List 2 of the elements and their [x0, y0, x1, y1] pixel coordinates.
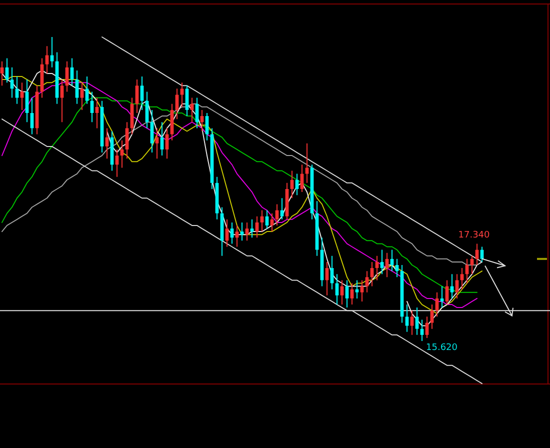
annotation: 17.340: [458, 230, 490, 241]
text: 15.620: [426, 343, 458, 353]
